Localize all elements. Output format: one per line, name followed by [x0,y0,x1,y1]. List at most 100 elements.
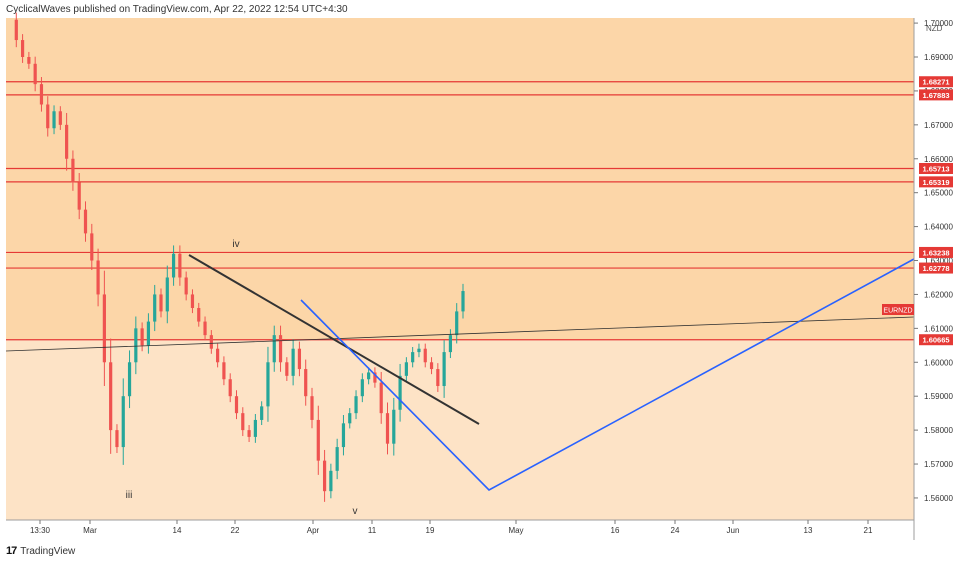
price-level-badge [919,162,953,174]
candle-body [322,460,327,492]
candle-body [442,352,446,387]
price-tick-label: 1.64000 [924,223,953,232]
price-level-badge [919,176,953,188]
wave-label: iii [126,490,133,501]
candle-body [71,158,75,183]
time-tick-label: 13 [804,526,813,535]
candle-body [209,335,213,349]
time-tick-label: 21 [864,526,873,535]
candle-body [304,369,308,397]
candle-body [46,104,50,129]
candle-body [58,111,62,125]
price-level-badge-label: 1.62778 [922,264,949,273]
candle-body [297,348,302,370]
candle-body [203,321,207,336]
candle-body [134,328,138,363]
candle-body [379,382,383,414]
candle-body [429,362,434,370]
candle-body [335,447,339,471]
candle-body [216,348,220,363]
candle-body [127,362,132,397]
candle-body [285,362,289,376]
candle-body [411,352,415,363]
time-tick-label: 14 [173,526,182,535]
price-level-badge [919,246,953,258]
time-tick-label: 13:30 [30,526,51,535]
candle-body [392,409,396,444]
price-level-badge-label: 1.67883 [922,91,949,100]
candle-body [360,379,364,397]
candle-body [121,396,125,448]
candle-body [33,63,37,85]
candle-body [14,19,18,41]
price-tick-label: 1.62000 [924,290,953,299]
price-tick-label: 1.59000 [924,392,953,401]
price-tick-label: 1.67000 [924,121,953,130]
wave-iv-trend-line [188,254,480,425]
candle-body [423,348,427,363]
price-tick-label: 1.56000 [924,494,953,503]
time-tick-label: Apr [307,526,320,535]
publish-header: CyclicalWaves published on TradingView.c… [6,4,348,15]
candlestick-series [14,12,465,502]
long-trend-line [5,316,915,352]
candle-body [278,335,283,363]
footer-brand: TradingView [20,545,76,557]
price-chart[interactable]: 1.56000 1.57000 1.58000 1.59000 1.60000 1.610… [0,0,960,540]
time-axis[interactable]: 13:30 Mar 14 22 Apr 11 19 May 16 24 Jun 13 21 [30,520,873,535]
price-axis[interactable]: 1.56000 1.57000 1.58000 1.59000 1.60000 1.610… [914,19,953,503]
candle-body [153,294,157,322]
candle-body [20,40,25,58]
price-level-badge [919,334,953,346]
candle-body [272,335,276,363]
candle-body [260,406,264,420]
candle-body [253,419,257,437]
price-level-badge [919,76,953,88]
candle-body [165,277,169,312]
upper-resistance-zone [6,18,914,340]
candle-body [367,372,371,380]
time-tick-label: 22 [231,526,240,535]
elliott-wave-labels: iii iv v [126,239,358,517]
candle-body [115,430,119,448]
candle-body [448,335,453,353]
candle-body [184,277,188,295]
price-level-badge-label: 1.63238 [922,248,949,257]
price-level-badge-label: 1.65319 [922,178,949,187]
candle-body [385,413,390,444]
candle-body [146,321,151,346]
time-tick-label: 19 [426,526,435,535]
symbol-badge: EURNZD [882,304,914,315]
candle-body [398,375,402,410]
wave-label: iv [232,239,239,250]
price-level-badge-label: 1.60665 [922,336,949,345]
price-level-badges: 1.68271 1.67883 1.65713 1.65319 1.63238 1.627… [919,76,953,346]
price-tick-label: 1.61000 [924,324,953,333]
candle-body [52,111,56,129]
symbol-badge-label: EURNZD [883,308,912,315]
candle-body [228,379,232,397]
time-tick-label: 16 [611,526,620,535]
candle-body [329,470,333,492]
price-tick-label: 1.65000 [924,189,953,198]
currency-label: NZD [926,24,943,33]
candle-body [247,430,251,437]
candle-body [461,291,465,312]
candle-body [96,260,100,295]
price-tick-label: 1.58000 [924,426,953,435]
lower-support-zone [6,340,914,520]
candle-body [159,294,163,312]
candle-body [190,294,195,309]
candle-body [65,124,69,159]
price-level-lines [6,81,914,341]
candle-body [90,233,94,261]
candle-body [39,84,44,105]
candle-body [310,396,314,420]
time-tick-label: Jun [727,526,740,535]
price-tick-label: 1.69000 [924,53,953,62]
time-tick-label: 11 [368,526,377,535]
price-tick-label: 1.66000 [924,155,953,164]
price-tick-label: 1.63000 [924,257,953,266]
candle-body [404,362,408,376]
price-level-badge [919,262,953,274]
